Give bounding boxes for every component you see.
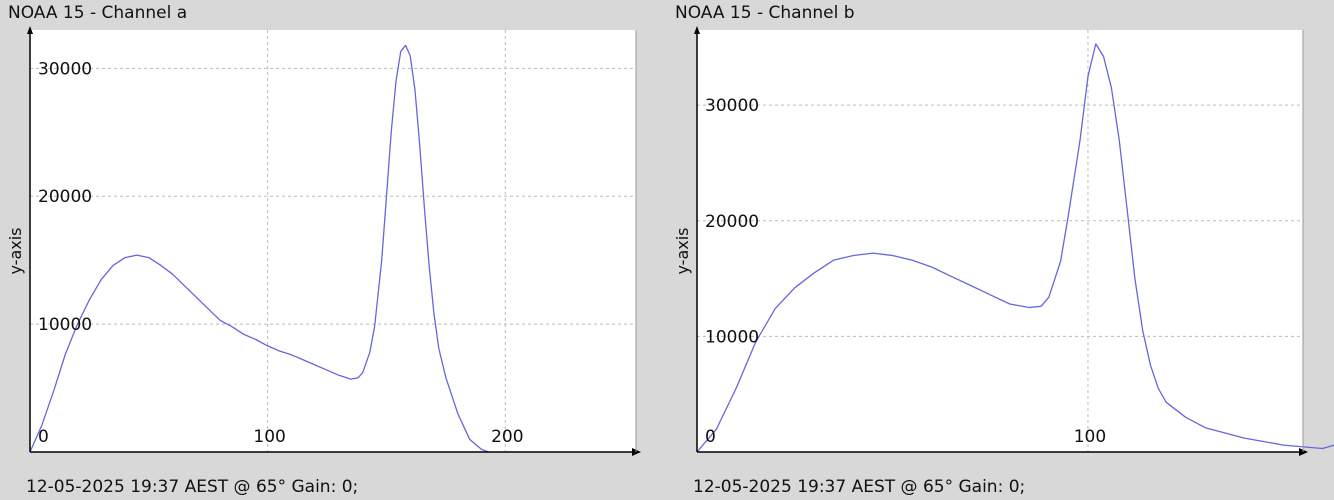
y-axis-label: y-axis — [6, 227, 25, 274]
y-axis-arrow — [694, 26, 700, 34]
x-tick-label: 100 — [253, 427, 285, 447]
chart-title: NOAA 15 - Channel b — [675, 3, 855, 23]
capture-info: 12-05-2025 19:37 AEST @ 65° Gain: 0; — [26, 477, 359, 497]
line-chart-a: 0 100 200 10000 20000 30000 y-axis — [6, 26, 641, 456]
series-line — [29, 44, 489, 453]
x-tick-label: 100 — [1074, 427, 1106, 447]
series-line — [696, 43, 1334, 453]
capture-info: 12-05-2025 19:37 AEST @ 65° Gain: 0; — [693, 477, 1026, 497]
y-axis-arrow — [27, 26, 33, 34]
y-tick-label: 10000 — [38, 315, 92, 335]
line-chart-b: 0 100 10000 20000 30000 y-axis — [673, 26, 1334, 456]
plot-area — [697, 30, 1303, 452]
y-tick-label: 30000 — [705, 96, 759, 116]
chart-panel-a: NOAA 15 - Channel a 0 100 200 10000 20000 300… — [6, 3, 641, 497]
chart-title: NOAA 15 - Channel a — [8, 3, 188, 23]
y-tick-label: 30000 — [38, 59, 92, 79]
plot-area — [30, 30, 636, 452]
chart-panel-b: NOAA 15 - Channel b 0 100 10000 20000 30000 y… — [667, 0, 1334, 500]
y-tick-label: 10000 — [705, 327, 759, 347]
x-tick-label: 200 — [491, 427, 523, 447]
y-axis-label: y-axis — [673, 227, 692, 274]
y-tick-label: 20000 — [38, 187, 92, 207]
x-tick-label: 0 — [38, 427, 49, 447]
y-tick-label: 20000 — [705, 212, 759, 232]
x-tick-label: 0 — [705, 427, 716, 447]
